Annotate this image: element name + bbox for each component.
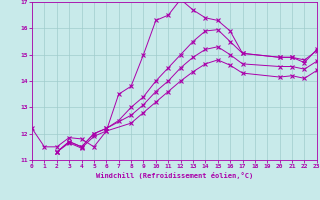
X-axis label: Windchill (Refroidissement éolien,°C): Windchill (Refroidissement éolien,°C) [96, 172, 253, 179]
